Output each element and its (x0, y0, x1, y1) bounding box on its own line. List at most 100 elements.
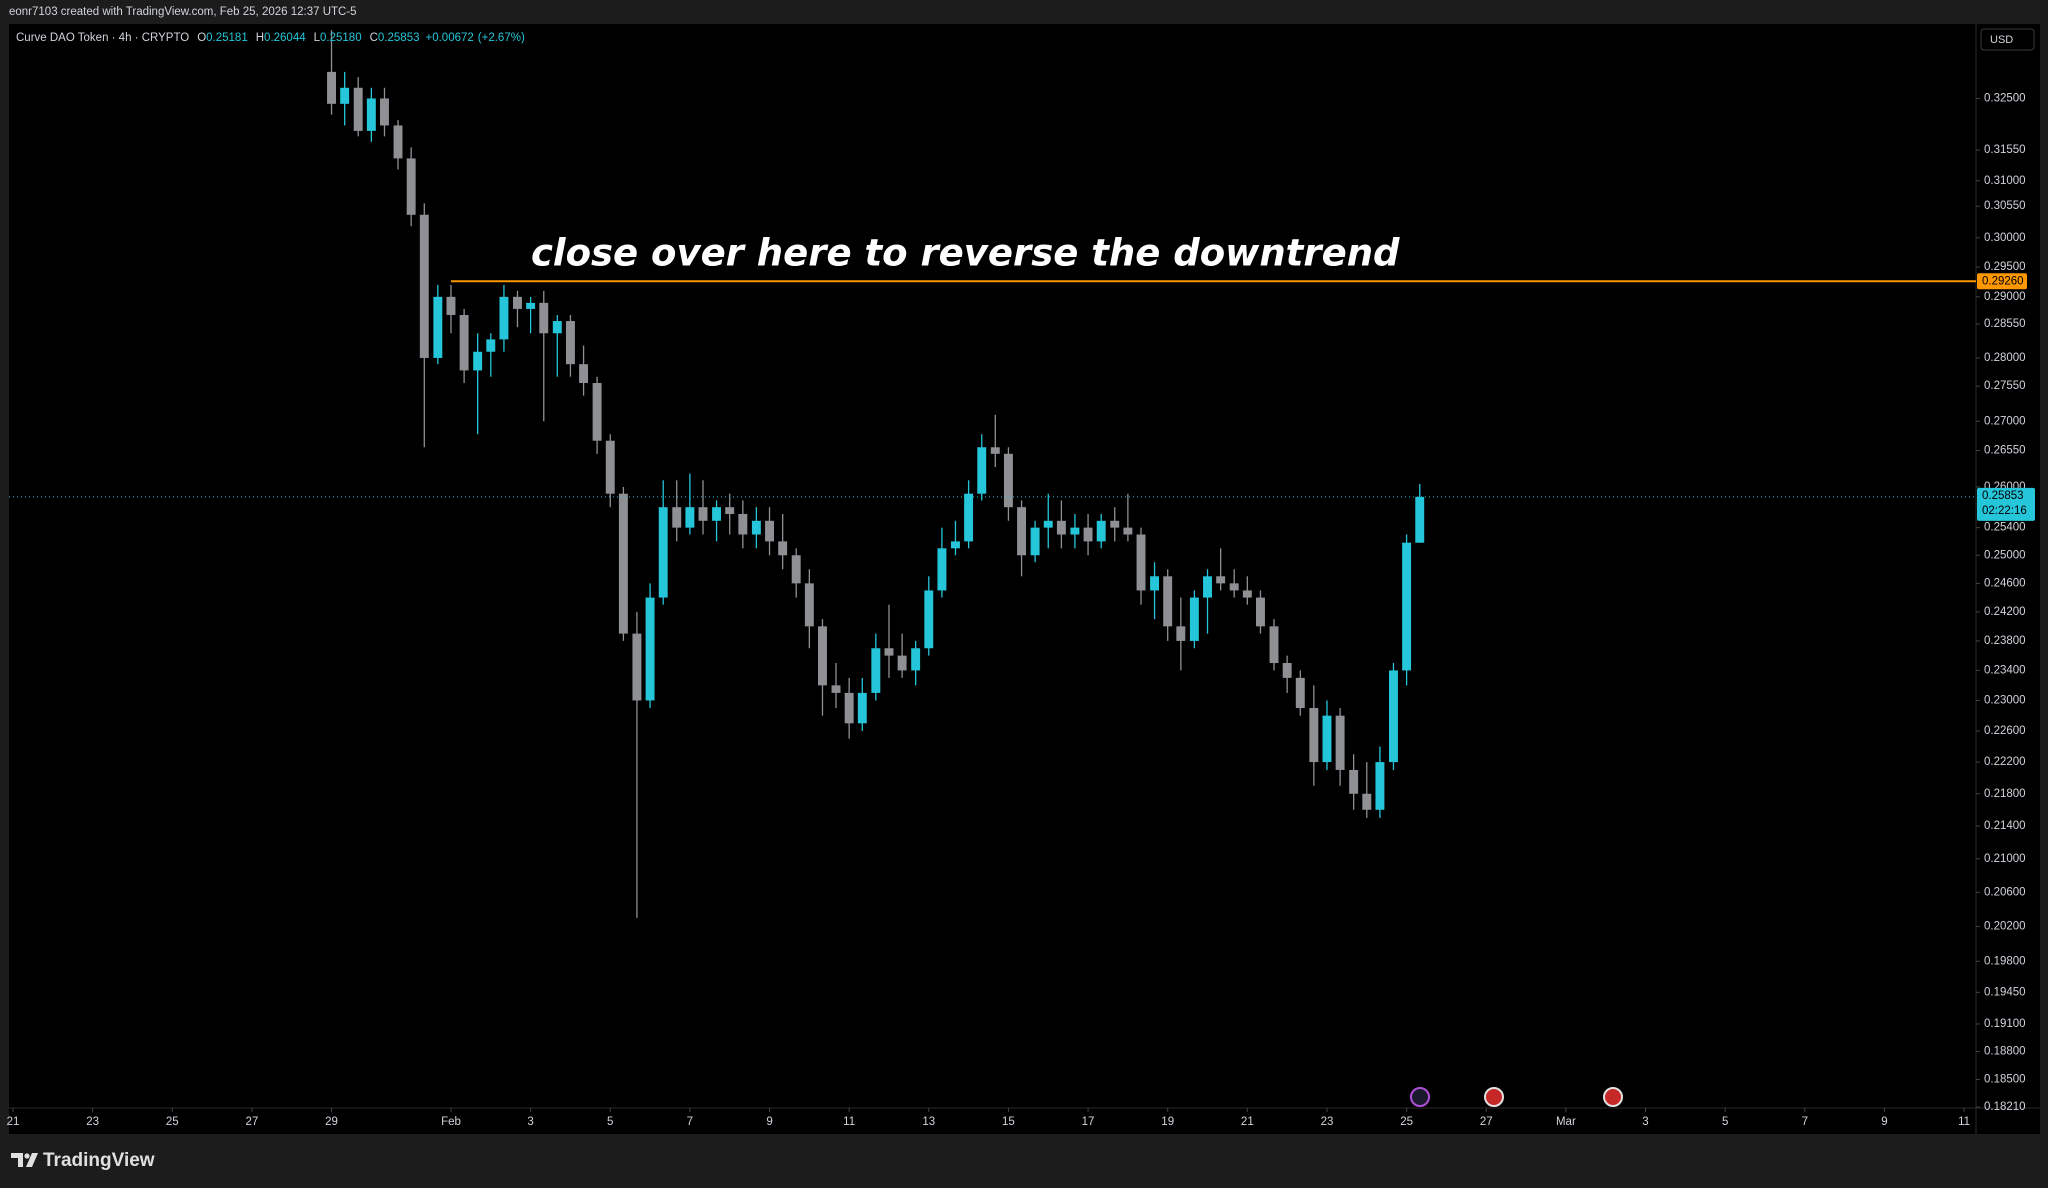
candle-body (818, 626, 827, 686)
y-tick-label: 0.30550 (1984, 200, 2026, 212)
x-tick-label: 11 (843, 1116, 855, 1128)
candle-body (380, 98, 389, 126)
candle-body (672, 507, 682, 528)
legend-value: 0.25181 (206, 32, 248, 44)
candle-body (499, 296, 509, 340)
last-price-box (1977, 487, 2035, 521)
candle-body (1335, 715, 1345, 770)
level-label: 0.29260 (1982, 275, 2024, 287)
candle-body (698, 507, 708, 521)
x-tick-label: 3 (527, 1116, 533, 1128)
x-tick-label: Mar (1556, 1116, 1576, 1128)
y-tick-label: 0.22600 (1984, 725, 2026, 737)
candle-body (1123, 527, 1133, 535)
candle-body (1375, 762, 1385, 810)
candle-body (406, 158, 416, 215)
y-tick-label: 0.31000 (1984, 175, 2026, 187)
candle-body (446, 296, 456, 315)
y-tick-label: 0.27550 (1984, 380, 2026, 392)
y-tick-label: 0.22200 (1984, 756, 2026, 768)
y-tick-label: 0.28000 (1984, 352, 2026, 364)
y-tick-label: 0.21800 (1984, 788, 2026, 800)
candle-body (857, 692, 867, 724)
y-tick-label: 0.23000 (1984, 694, 2026, 706)
candle-body (937, 548, 947, 591)
event-icon[interactable] (1603, 1087, 1623, 1107)
y-tick-label: 0.21400 (1984, 820, 2026, 832)
currency-box[interactable] (1980, 28, 2035, 51)
candle-body (1017, 507, 1027, 556)
y-tick-label: 0.27000 (1984, 415, 2026, 427)
candle-body (977, 447, 987, 494)
y-tick-label: 0.18210 (1984, 1101, 2026, 1113)
y-tick-label: 0.20200 (1984, 920, 2026, 932)
legend-change-pct: (+2.67%) (478, 32, 525, 44)
event-icon[interactable] (1484, 1087, 1504, 1107)
candle-body (1096, 520, 1106, 542)
candle-body (791, 555, 801, 584)
candle-body (433, 296, 443, 358)
candle-body (712, 507, 722, 521)
legend-key: L (314, 32, 321, 44)
footer-logo: TradingView (11, 1150, 155, 1171)
y-tick-label: 0.21000 (1984, 853, 2026, 865)
candle-body (897, 655, 907, 671)
candle-body (539, 302, 549, 334)
candle-body (1030, 527, 1040, 556)
candle-body (1349, 769, 1359, 794)
currency[interactable]: USD (1990, 34, 2013, 46)
candle-body (1203, 576, 1212, 598)
y-tick-label: 0.26550 (1984, 445, 2026, 457)
legend-value: 0.25853 (378, 32, 420, 44)
candle-body (592, 383, 602, 441)
y-tick-label: 0.18800 (1984, 1046, 2026, 1058)
logo-icon (11, 1153, 38, 1167)
x-tick-label: 7 (687, 1116, 693, 1128)
x-tick-label: 15 (1002, 1116, 1015, 1128)
candle-body (1269, 626, 1279, 664)
candle-body (353, 87, 363, 131)
candle-body (526, 302, 536, 309)
y-tick-label: 0.29500 (1984, 261, 2026, 273)
candle-body (685, 507, 695, 528)
countdown-label: 02:22:16 (1982, 505, 2027, 517)
x-tick-label: 13 (922, 1116, 935, 1128)
candle-body (1110, 520, 1120, 528)
candle-body (459, 314, 469, 371)
candle-body (1070, 527, 1080, 535)
x-tick-label: 9 (766, 1116, 772, 1128)
x-tick-label: 5 (607, 1116, 613, 1128)
y-tick-label: 0.20600 (1984, 886, 2026, 898)
credit: eonr7103 created with TradingView.com, F… (9, 6, 357, 18)
candle-body (1189, 597, 1199, 641)
candle-body (884, 648, 894, 656)
candle-body (327, 71, 336, 104)
x-tick-label: Feb (441, 1116, 461, 1128)
legend-symbol: Curve DAO Token · 4h · CRYPTO (16, 32, 189, 44)
candle-body (725, 507, 735, 514)
candle-body (1083, 527, 1093, 542)
candle-body (393, 125, 403, 159)
candle-body (1150, 576, 1160, 591)
x-tick-label: 23 (1321, 1116, 1334, 1128)
legend: Curve DAO Token · 4h · CRYPTO O0.25181 H0.… (16, 32, 525, 44)
event-icon[interactable] (1410, 1087, 1430, 1107)
y-tick-label: 0.19450 (1984, 986, 2026, 998)
candle-body (844, 692, 854, 724)
y-tick-label: 0.18500 (1984, 1074, 2026, 1086)
axes: 0.32500 0.31550 0.31000 0.30550 0.30000 0.295… (7, 92, 2035, 1128)
y-tick-label: 0.24600 (1984, 577, 2026, 589)
x-tick-label: 21 (1241, 1116, 1254, 1128)
candle-body (990, 447, 1000, 454)
logo-dot (24, 1153, 30, 1159)
x-tick-label: 3 (1642, 1116, 1648, 1128)
candle-body (579, 364, 589, 384)
candle-body (565, 321, 575, 365)
candle-body (765, 520, 774, 542)
x-tick-label: 25 (1400, 1116, 1413, 1128)
legend-value: 0.25180 (320, 32, 362, 44)
y-tick-label: 0.30000 (1984, 232, 2026, 244)
candle-body (964, 493, 974, 542)
legend-key: H (256, 32, 264, 44)
